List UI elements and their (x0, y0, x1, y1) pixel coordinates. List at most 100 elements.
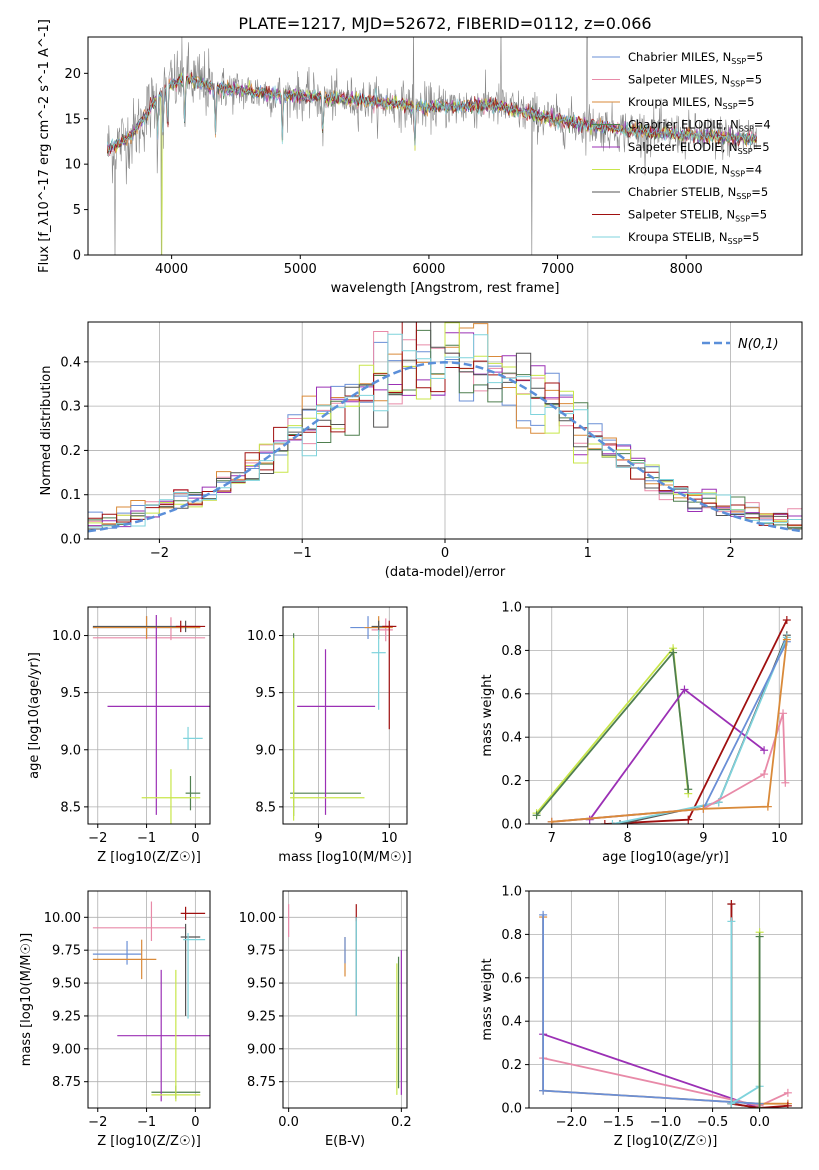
y-tick-label: 0.2 (60, 444, 81, 459)
y-axis-label: mass [log10(M/M☉)] (19, 933, 34, 1066)
x-tick-label: 9 (314, 831, 322, 846)
x-tick-label: 0 (191, 1115, 199, 1130)
x-tick-label: 7 (548, 831, 556, 846)
panel-weight_vs_age: 7 8 9 10 0.0 0.2 0.4 0.6 0.8 1.0 age [log10(age/yr… (480, 601, 803, 865)
plot-area-spectrum (106, 37, 758, 255)
x-tick-label: 2 (726, 546, 734, 561)
panel-age_vs_Z: −2 −1 0 8.5 9.0 9.5 10.0 Z [log10(Z/Z☉)] age [lo… (27, 606, 211, 865)
panel-weight_vs_Z: −2.0 −1.5 −1.0 −0.5 0.0 0.0 0.2 0.4 0.6 0.8 1.0 Z [… (480, 885, 803, 1149)
y-tick-label: 9.0 (255, 743, 276, 758)
x-tick-label: −2 (88, 831, 107, 846)
y-axis-label: Normed distribution (39, 366, 54, 496)
panel-spectrum: 4000 5000 6000 7000 8000 0 5 10 15 20 wavelength [… (37, 19, 803, 296)
weight-line (551, 641, 788, 823)
x-tick-label: −1.5 (603, 1115, 635, 1130)
x-tick-label: 0 (441, 546, 449, 561)
axes-frame (87, 36, 803, 256)
y-tick-label: 0.0 (501, 818, 522, 833)
y-tick-label: 10 (64, 158, 81, 173)
y-tick-label: 15 (64, 112, 81, 127)
y-tick-label: 10.0 (52, 629, 81, 644)
legend-label: Chabrier ELODIE, NSSP=4 (628, 118, 771, 134)
y-tick-label: 10.0 (247, 629, 276, 644)
y-tick-label: 20 (64, 67, 81, 82)
y-tick-label: 0.6 (501, 971, 522, 986)
legend-label: Chabrier MILES, NSSP=5 (628, 50, 763, 66)
x-tick-label: −1.0 (650, 1115, 682, 1130)
axes-frame (87, 606, 211, 825)
y-tick-label: 10.00 (239, 911, 276, 926)
axes-frame (87, 890, 211, 1109)
x-axis-label: E(B-V) (325, 1134, 365, 1149)
panel-age_vs_mass: 9 10 8.5 9.0 9.5 10.0 mass [log10(M/M☉)] (247, 606, 412, 865)
plot-area-age_vs_Z (92, 614, 210, 824)
x-tick-label: 8 (623, 831, 631, 846)
y-tick-label: 8.75 (247, 1075, 276, 1090)
y-tick-label: 9.25 (247, 1009, 276, 1024)
x-tick-label: 9 (699, 831, 707, 846)
y-tick-label: 8.5 (255, 800, 276, 815)
legend-label: Salpeter MILES, NSSP=5 (628, 73, 762, 89)
plot-area-age_vs_mass (290, 616, 397, 821)
x-tick-label: 10 (771, 831, 788, 846)
y-tick-label: 0.0 (501, 1102, 522, 1117)
y-tick-label: 9.50 (247, 977, 276, 992)
legend-label: Salpeter ELODIE, NSSP=5 (628, 140, 770, 156)
plot-area-residuals (88, 322, 802, 533)
y-tick-label: 9.00 (52, 1042, 81, 1057)
weight-line (551, 713, 787, 823)
y-tick-label: 9.75 (52, 944, 81, 959)
y-tick-label: 9.75 (247, 944, 276, 959)
axes-frame (282, 890, 408, 1109)
x-axis-label: Z [log10(Z/Z☉)] (97, 1134, 201, 1149)
x-axis-label: (data-model)/error (385, 565, 506, 580)
x-tick-label: −1 (137, 1115, 156, 1130)
legend-label: N(0,1) (738, 337, 779, 352)
x-axis-label: mass [log10(M/M☉)] (278, 850, 411, 865)
x-tick-label: −1 (137, 831, 156, 846)
y-tick-label: 9.50 (52, 977, 81, 992)
y-tick-label: 0.3 (60, 400, 81, 415)
x-axis-label: wavelength [Angstrom, rest frame] (331, 281, 560, 296)
y-tick-label: 10.00 (44, 911, 81, 926)
axes-frame (528, 606, 803, 825)
x-tick-label: 5000 (284, 262, 317, 277)
x-tick-label: −2.0 (556, 1115, 588, 1130)
weight-line (542, 914, 760, 1105)
y-tick-label: 0 (73, 249, 81, 264)
x-tick-label: −1 (293, 546, 312, 561)
x-tick-label: 7000 (541, 262, 574, 277)
legend-label: Kroupa STELIB, NSSP=5 (628, 230, 759, 246)
weight-line (542, 1033, 760, 1108)
weight-line (551, 639, 788, 823)
y-tick-label: 5 (73, 203, 81, 218)
y-tick-label: 9.5 (255, 686, 276, 701)
y-tick-label: 9.00 (247, 1042, 276, 1057)
y-tick-label: 1.0 (501, 601, 522, 616)
x-tick-label: 0 (191, 831, 199, 846)
y-tick-label: 0.2 (501, 1058, 522, 1073)
x-tick-label: 0.0 (749, 1115, 770, 1130)
plot-area-weight_vs_age (532, 616, 791, 824)
legend-label: Kroupa MILES, NSSP=5 (628, 95, 754, 111)
y-tick-label: 0.4 (60, 355, 81, 370)
y-tick-label: 9.25 (52, 1009, 81, 1024)
normal-curve (88, 361, 802, 533)
y-tick-label: 0.8 (501, 644, 522, 659)
x-tick-label: 8000 (670, 262, 703, 277)
legend-label: Kroupa ELODIE, NSSP=4 (628, 163, 762, 179)
x-axis-label: age [log10(age/yr)] (602, 850, 729, 865)
y-tick-label: 8.5 (60, 800, 81, 815)
y-tick-label: 8.75 (52, 1075, 81, 1090)
y-tick-label: 9.5 (60, 686, 81, 701)
y-tick-label: 0.8 (501, 928, 522, 943)
plot-area-weight_vs_Z (539, 900, 792, 1108)
x-tick-label: 0.2 (391, 1115, 412, 1130)
x-axis-label: Z [log10(Z/Z☉)] (97, 850, 201, 865)
histogram-series (88, 322, 802, 526)
model-spectrum-line (106, 73, 758, 152)
y-tick-label: 0.6 (501, 687, 522, 702)
x-tick-label: −0.5 (697, 1115, 729, 1130)
y-tick-label: 9.0 (60, 743, 81, 758)
